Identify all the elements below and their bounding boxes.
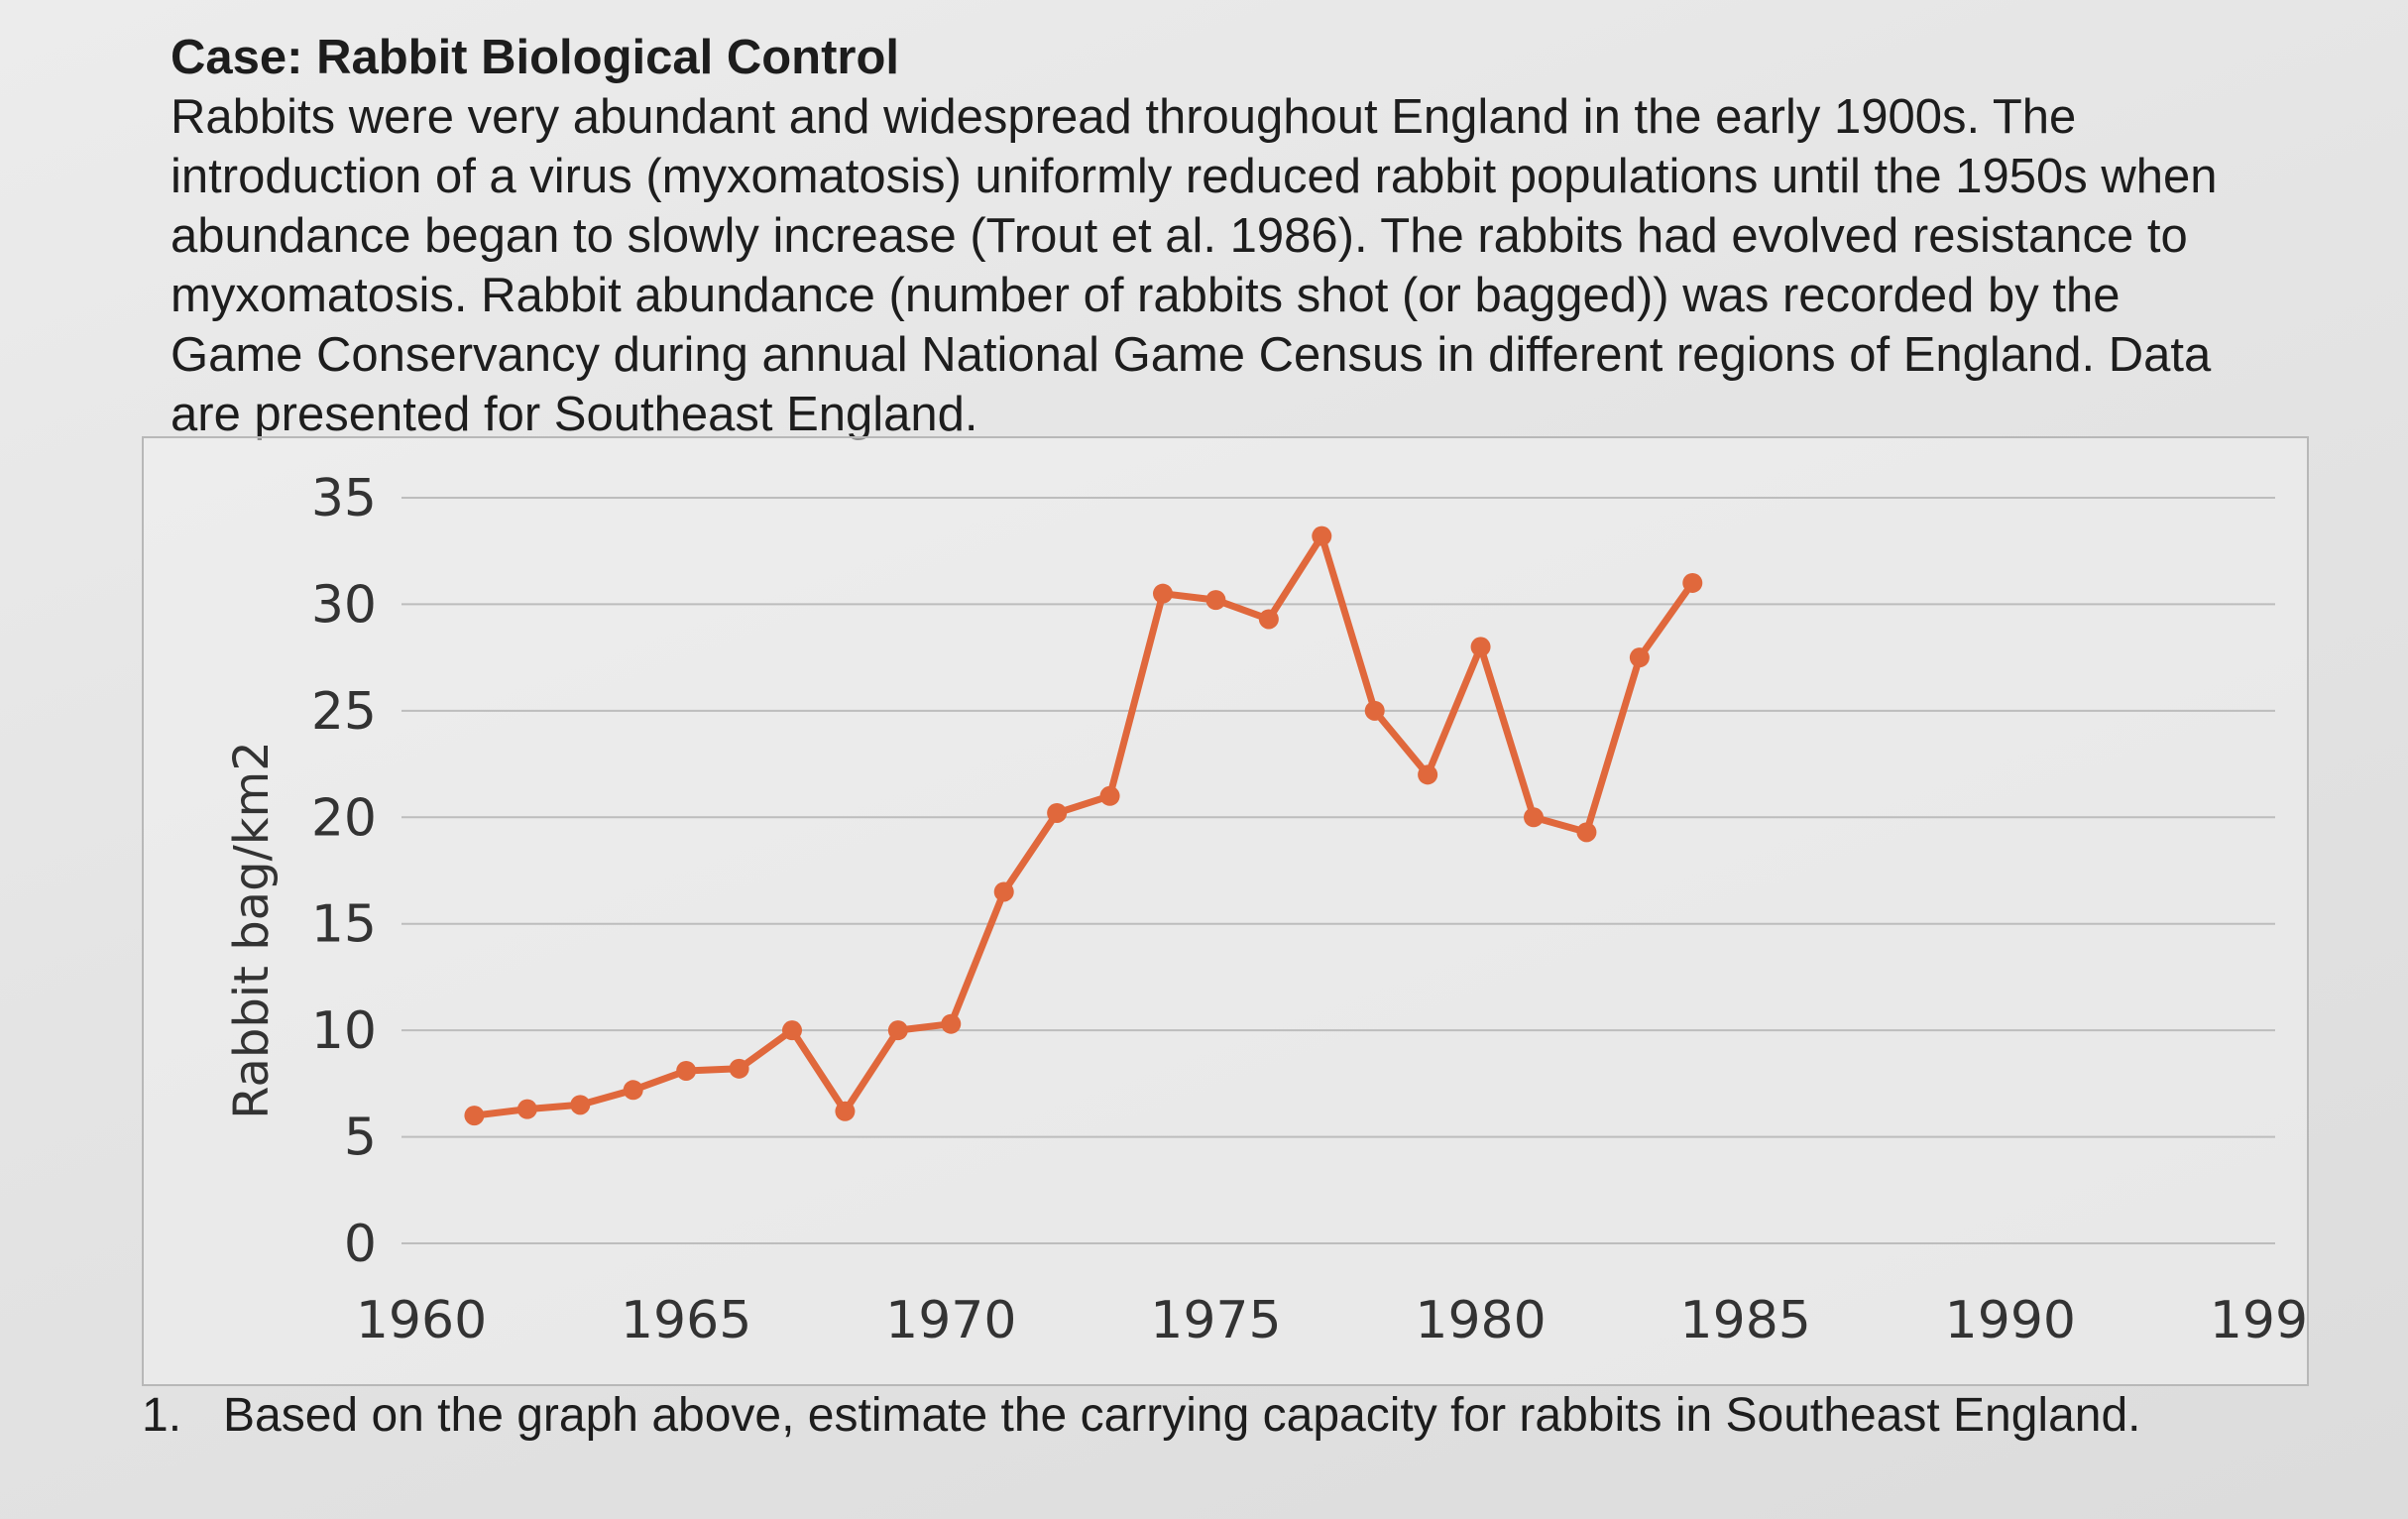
x-tick-label: 1990 bbox=[1945, 1291, 2076, 1350]
question-text: Based on the graph above, estimate the c… bbox=[223, 1389, 2141, 1442]
data-point bbox=[1312, 526, 1332, 546]
series-line bbox=[470, 532, 1696, 1119]
case-description: Case: Rabbit Biological Control Rabbits … bbox=[171, 28, 2233, 444]
y-tick-label: 20 bbox=[311, 788, 377, 848]
chart-frame: 0 5 10 15 20 25 30 35 1960 1965 1970 1975 1980 1985 19… bbox=[142, 436, 2311, 1386]
data-point bbox=[516, 1099, 537, 1119]
data-point bbox=[1576, 822, 1597, 843]
x-tick-label: 1960 bbox=[356, 1291, 487, 1350]
data-point bbox=[1364, 700, 1385, 721]
data-point bbox=[1258, 609, 1279, 630]
question-1: 1. Based on the graph above, estimate the… bbox=[142, 1386, 2323, 1446]
x-tick-label: 1995 bbox=[2210, 1291, 2311, 1350]
data-point bbox=[941, 1013, 962, 1034]
x-tick-label: 1970 bbox=[885, 1291, 1016, 1350]
y-tick-label: 5 bbox=[344, 1109, 377, 1168]
y-tick-label: 15 bbox=[311, 895, 377, 955]
x-tick-label: 1985 bbox=[1680, 1291, 1811, 1350]
y-tick-label: 25 bbox=[311, 682, 377, 742]
rabbit-bag-line-chart: 0 5 10 15 20 25 30 35 1960 1965 1970 1975 1980 1985 19… bbox=[224, 469, 2311, 1350]
data-point bbox=[1629, 647, 1650, 668]
data-point bbox=[1682, 572, 1703, 593]
y-tick-label: 30 bbox=[311, 575, 377, 635]
y-tick-label: 35 bbox=[311, 469, 377, 528]
data-point bbox=[1418, 764, 1438, 785]
data-point bbox=[729, 1058, 749, 1079]
y-tick-label: 10 bbox=[311, 1001, 377, 1061]
x-tick-label: 1965 bbox=[621, 1291, 751, 1350]
data-point bbox=[464, 1106, 485, 1126]
data-point bbox=[1153, 583, 1173, 604]
question-number: 1. bbox=[142, 1389, 182, 1442]
x-tick-label: 1975 bbox=[1150, 1291, 1281, 1350]
data-point bbox=[1047, 802, 1068, 823]
x-tick-label: 1980 bbox=[1415, 1291, 1546, 1350]
case-title: Case: Rabbit Biological Control bbox=[171, 31, 900, 84]
data-point bbox=[1524, 807, 1544, 828]
y-tick-label: 0 bbox=[344, 1215, 377, 1274]
data-point bbox=[993, 881, 1014, 902]
data-point bbox=[676, 1060, 697, 1081]
data-point bbox=[887, 1020, 908, 1041]
data-point bbox=[835, 1101, 856, 1121]
data-point bbox=[1205, 590, 1226, 611]
case-paragraph: Rabbits were very abundant and widesprea… bbox=[171, 90, 2218, 441]
data-point bbox=[623, 1080, 643, 1101]
data-point bbox=[1099, 785, 1120, 806]
data-point bbox=[782, 1020, 802, 1041]
data-point bbox=[1470, 637, 1491, 657]
y-axis-label: Rabbit bag/km2 bbox=[224, 741, 280, 1119]
data-point bbox=[570, 1095, 591, 1115]
